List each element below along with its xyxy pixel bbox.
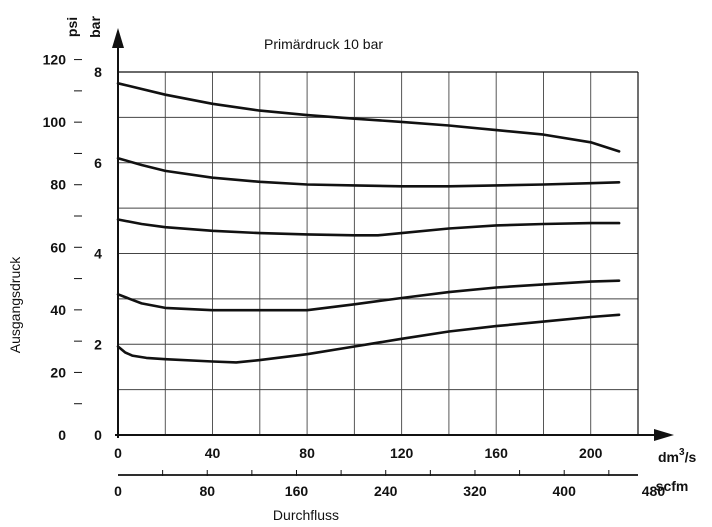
y-psi-tick-label: 60 xyxy=(50,239,66,255)
x-unit-base: dm xyxy=(658,449,679,465)
x-unit: dm3/s xyxy=(658,447,696,465)
y-unit-bar: bar xyxy=(87,16,103,38)
series-line-5 xyxy=(116,313,621,364)
x-unit-tail: /s xyxy=(685,449,697,465)
x-tick-label: 80 xyxy=(299,445,315,461)
x2-tick-label: 160 xyxy=(285,483,309,499)
y-bar-tick-label: 6 xyxy=(94,155,102,171)
chart-title: Primärdruck 10 bar xyxy=(264,36,383,52)
series-line-1 xyxy=(116,82,621,153)
series-line-2 xyxy=(116,156,621,188)
y-psi-tick-label: 40 xyxy=(50,302,66,318)
plot-frame xyxy=(118,71,639,435)
x2-unit: scfm xyxy=(656,478,689,494)
x-tick-label: 160 xyxy=(485,445,509,461)
x2-tick-label: 0 xyxy=(114,483,122,499)
x2-tick-label: 80 xyxy=(199,483,215,499)
grid xyxy=(118,72,639,435)
y-psi-tick-label: 120 xyxy=(43,52,67,68)
x2-tick-label: 480 xyxy=(642,483,666,499)
y-psi-tick-label: 0 xyxy=(58,427,66,443)
x-tick-label: 40 xyxy=(205,445,221,461)
y-psi-tick-label: 20 xyxy=(50,364,66,380)
x-tick-label: 0 xyxy=(114,445,122,461)
y-bar-tick-label: 0 xyxy=(94,427,102,443)
x2-tick-label: 240 xyxy=(374,483,398,499)
x-tick-label: 120 xyxy=(390,445,414,461)
series-layer xyxy=(116,82,621,364)
y-psi-tick-label: 80 xyxy=(50,177,66,193)
y-unit-psi: psi xyxy=(64,17,80,37)
y-psi-tick-label: 100 xyxy=(43,114,67,130)
series-line-4 xyxy=(116,279,621,312)
y-bar-tick-label: 4 xyxy=(94,246,102,262)
x-axis-arrow xyxy=(654,429,674,441)
y-axis-arrow xyxy=(112,28,124,48)
y-axis-label: Ausgangsdruck xyxy=(7,256,23,354)
x-tick-label: 200 xyxy=(579,445,603,461)
axes xyxy=(74,28,674,476)
y-bar-tick-label: 8 xyxy=(94,64,102,80)
series-line-3 xyxy=(116,218,621,237)
x2-tick-label: 320 xyxy=(463,483,487,499)
x-axis-label: Durchfluss xyxy=(273,507,339,523)
x2-tick-label: 400 xyxy=(553,483,577,499)
x-unit-sup: 3 xyxy=(679,447,685,458)
y-bar-tick-label: 2 xyxy=(94,336,102,352)
